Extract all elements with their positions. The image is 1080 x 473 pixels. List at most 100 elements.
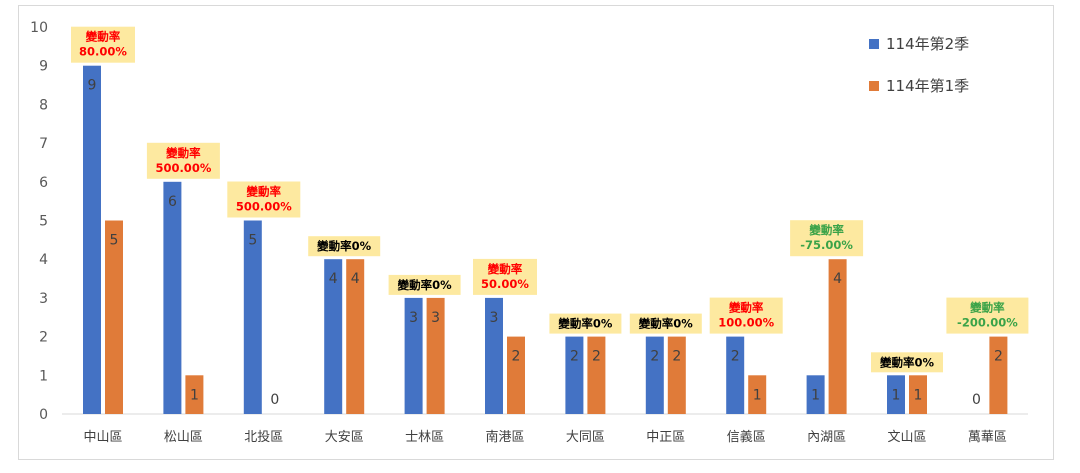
- legend-label: 114年第2季: [886, 35, 969, 53]
- bar-value-label: 1: [811, 387, 820, 403]
- y-tick-label: 4: [39, 252, 48, 268]
- bar-q1: [989, 336, 1008, 414]
- change-rate-text: 100.00%: [718, 316, 774, 330]
- change-rate-text: 變動率: [728, 301, 764, 315]
- y-tick-label: 8: [39, 97, 48, 113]
- bar-value-label: 1: [190, 387, 199, 403]
- bar-q2: [485, 297, 503, 414]
- bar-q1: [667, 336, 686, 414]
- change-rate-text: 變動率: [85, 30, 121, 44]
- bar-value-label: 4: [833, 271, 842, 287]
- change-rate-text: 變動率0%: [316, 239, 372, 253]
- change-rate-text: 變動率0%: [879, 355, 935, 369]
- x-tick-label: 萬華區: [968, 430, 1007, 445]
- change-rate-text: -75.00%: [800, 238, 853, 252]
- y-tick-label: 2: [39, 330, 48, 346]
- change-rate-callout: [946, 297, 1029, 334]
- bar-value-label: 1: [892, 387, 901, 403]
- change-rate-text: 變動率: [808, 223, 844, 237]
- y-tick-label: 5: [39, 214, 48, 230]
- x-tick-label: 中正區: [646, 430, 685, 445]
- bar-value-label: 5: [110, 233, 119, 249]
- change-rate-callout: [629, 313, 702, 334]
- bar-value-label: 2: [994, 349, 1003, 365]
- x-tick-label: 大同區: [566, 430, 605, 445]
- bar-q2: [887, 375, 905, 414]
- bar-value-label: 4: [351, 271, 360, 287]
- bar-value-label: 1: [914, 387, 923, 403]
- bar-value-label: 1: [753, 387, 762, 403]
- change-rate-text: 50.00%: [481, 277, 529, 291]
- bar-q2: [565, 336, 584, 414]
- change-rate-text: -200.00%: [957, 316, 1018, 330]
- y-tick-label: 6: [39, 175, 48, 191]
- bar-q2: [404, 297, 423, 414]
- bar-q2: [726, 336, 745, 414]
- bar-value-label: 6: [168, 194, 177, 210]
- change-rate-text: 500.00%: [155, 161, 211, 175]
- x-tick-label: 南港區: [485, 429, 524, 445]
- bar-value-label: 2: [570, 349, 579, 365]
- x-tick-label: 大安區: [325, 430, 364, 445]
- y-tick-label: 3: [39, 291, 48, 307]
- x-tick-label: 士林區: [405, 430, 444, 445]
- bar-q1: [426, 297, 445, 414]
- bar-q1: [587, 336, 606, 414]
- change-rate-callout: [146, 142, 220, 179]
- legend-label: 114年第1季: [886, 77, 969, 95]
- change-rate-callout: [790, 220, 864, 257]
- bar-value-label: 4: [329, 271, 338, 287]
- bar-q1: [909, 375, 927, 414]
- bar-q1: [346, 259, 365, 414]
- change-rate-text: 變動率0%: [557, 317, 613, 331]
- x-tick-label: 北投區: [244, 429, 283, 445]
- bar-value-label: 3: [431, 310, 440, 326]
- change-rate-text: 變動率0%: [638, 317, 694, 331]
- legend-swatch: [869, 81, 879, 91]
- change-rate-callout: [709, 297, 783, 334]
- bar-q1: [828, 259, 847, 414]
- x-tick-label: 信義區: [727, 429, 766, 445]
- y-tick-label: 9: [39, 59, 48, 75]
- bar-q1: [185, 375, 204, 414]
- x-tick-label: 松山區: [164, 430, 203, 445]
- legend-swatch: [869, 39, 879, 49]
- bar-q2: [163, 181, 182, 414]
- bar-q1: [507, 336, 525, 414]
- y-tick-label: 10: [30, 20, 48, 36]
- bar-value-label: 0: [270, 392, 279, 408]
- bar-q2: [83, 65, 101, 414]
- bar-value-label: 2: [731, 349, 740, 365]
- change-rate-callout: [227, 181, 301, 218]
- y-tick-label: 0: [39, 407, 48, 423]
- change-rate-text: 500.00%: [236, 200, 292, 214]
- bar-value-label: 2: [512, 349, 521, 365]
- chart-frame: [18, 5, 1054, 460]
- bar-value-label: 2: [672, 349, 681, 365]
- bar-q2: [243, 220, 262, 414]
- bar-q2: [806, 375, 825, 414]
- change-rate-callout: [871, 352, 943, 373]
- change-rate-text: 80.00%: [79, 45, 127, 59]
- change-rate-callout: [473, 258, 537, 295]
- change-rate-callout: [388, 274, 461, 295]
- y-tick-label: 7: [39, 136, 48, 152]
- bar-q1: [748, 375, 767, 414]
- change-rate-text: 變動率0%: [397, 278, 453, 292]
- change-rate-text: 變動率: [165, 146, 201, 160]
- bar-value-label: 3: [490, 310, 499, 326]
- bar-value-label: 5: [248, 233, 257, 249]
- bar-value-label: 3: [409, 310, 418, 326]
- x-tick-label: 文山區: [887, 430, 926, 445]
- change-rate-text: 變動率: [487, 262, 523, 276]
- x-tick-label: 內湖區: [807, 430, 846, 445]
- change-rate-callout: [308, 236, 381, 257]
- change-rate-callout: [549, 313, 622, 334]
- change-rate-text: 變動率: [246, 185, 282, 199]
- bar-value-label: 0: [972, 392, 981, 408]
- bar-value-label: 2: [592, 349, 601, 365]
- bar-q2: [645, 336, 664, 414]
- bar-q1: [105, 220, 123, 414]
- change-rate-callout: [71, 26, 135, 63]
